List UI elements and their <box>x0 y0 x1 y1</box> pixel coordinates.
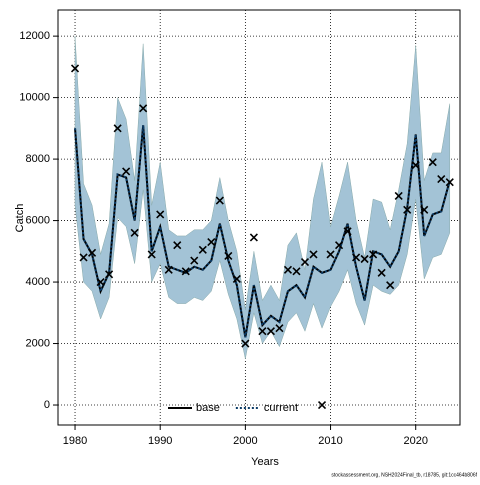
x-tick-label: 1980 <box>63 435 87 447</box>
observation <box>334 241 344 250</box>
observation <box>215 196 224 205</box>
observation <box>343 227 352 236</box>
y-tick-label: 4000 <box>26 276 50 288</box>
plot-frame <box>57 9 461 426</box>
observation <box>411 161 420 170</box>
observation <box>88 248 97 257</box>
observation <box>79 253 88 262</box>
observation <box>130 228 139 237</box>
observation <box>258 327 267 336</box>
observation <box>156 210 165 219</box>
observation <box>249 233 258 242</box>
observation <box>241 339 250 348</box>
observation <box>420 205 429 214</box>
observation <box>173 241 182 250</box>
observation <box>207 238 216 247</box>
observation <box>394 191 403 201</box>
observation <box>352 253 361 262</box>
x-tick-label: 2020 <box>403 435 427 447</box>
observation <box>224 251 233 260</box>
x-tick-label: 2010 <box>318 435 342 447</box>
x-tick-label: 2000 <box>233 435 257 447</box>
observation <box>122 167 131 176</box>
observation <box>105 270 114 279</box>
series-line <box>74 125 451 338</box>
observation <box>181 267 190 276</box>
observation <box>386 281 395 290</box>
footer: stockassessment.org, NSH2024Final_tb, r1… <box>331 472 477 478</box>
legend-label: current <box>264 402 298 414</box>
y-tick-label: 2000 <box>26 337 50 349</box>
observation <box>190 256 199 265</box>
observation <box>403 205 412 214</box>
observation <box>139 104 148 113</box>
observation <box>292 267 301 276</box>
observation <box>232 274 241 284</box>
y-tick-label: 12000 <box>19 30 50 42</box>
x-tick-label: 1990 <box>148 435 172 447</box>
observation <box>283 265 293 274</box>
y-axis-label: Catch <box>14 204 26 233</box>
observation <box>326 250 335 259</box>
confidence-band <box>74 36 451 359</box>
y-tick-label: 0 <box>44 399 50 411</box>
y-tick-label: 8000 <box>26 153 50 165</box>
observation <box>96 277 105 287</box>
observation <box>309 250 318 259</box>
observation <box>266 327 275 336</box>
y-tick-label: 10000 <box>19 92 50 104</box>
observation <box>300 258 310 267</box>
x-axis-label: Years <box>251 456 279 468</box>
observation <box>198 245 207 254</box>
observation <box>360 254 369 264</box>
observation <box>428 158 437 167</box>
observation <box>445 178 454 187</box>
y-tick-label: 6000 <box>26 214 50 226</box>
observation <box>113 124 122 133</box>
observation <box>147 250 156 259</box>
observation <box>164 265 173 274</box>
observation <box>70 64 80 73</box>
observation <box>369 250 378 259</box>
observation <box>377 268 386 277</box>
legend-label: base <box>196 402 220 414</box>
observation <box>275 324 284 333</box>
observation <box>317 400 327 410</box>
observation <box>437 175 446 184</box>
